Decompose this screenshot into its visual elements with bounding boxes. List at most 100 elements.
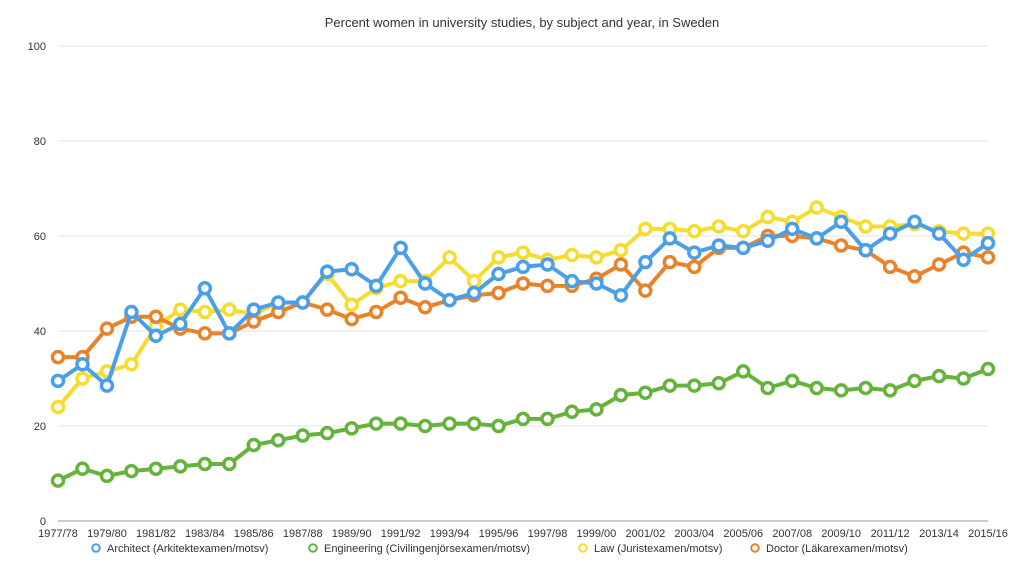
data-point	[442, 250, 457, 265]
data-point	[75, 371, 90, 386]
data-point	[589, 402, 604, 417]
data-point	[809, 231, 824, 246]
data-point	[393, 416, 408, 431]
legend-item: Architect (Arkitektexamen/motsv)	[91, 543, 268, 555]
x-tick-label: 1991/92	[381, 528, 421, 540]
data-point	[613, 257, 629, 272]
x-tick-label: 2013/14	[919, 528, 959, 540]
legend-item: Law (Juristexamen/motsv)	[578, 543, 722, 555]
data-point	[638, 254, 653, 270]
data-point	[833, 238, 849, 253]
data-point	[344, 421, 359, 436]
data-point	[858, 219, 873, 234]
data-point	[466, 285, 482, 301]
data-point	[540, 257, 555, 272]
data-point	[809, 380, 824, 396]
data-point	[319, 302, 335, 317]
data-point	[980, 361, 996, 377]
data-point	[956, 252, 971, 267]
data-point	[662, 254, 678, 270]
data-point	[197, 456, 213, 472]
series-line	[56, 205, 990, 409]
data-point	[882, 383, 898, 398]
x-tick-label: 2009/10	[821, 528, 861, 540]
data-point	[736, 364, 751, 379]
data-point	[980, 235, 996, 251]
legend: Architect (Arkitektexamen/motsv) Engineer…	[91, 543, 908, 555]
data-point	[271, 295, 286, 310]
data-point	[638, 385, 653, 400]
data-point	[148, 328, 164, 343]
data-point	[197, 304, 213, 320]
data-point	[515, 245, 531, 260]
data-point	[833, 383, 849, 398]
data-point	[540, 278, 555, 294]
data-point	[246, 437, 262, 453]
data-point	[515, 411, 531, 427]
data-point	[222, 302, 237, 317]
data-point	[319, 425, 335, 441]
x-tick-label: 1999/00	[577, 528, 617, 540]
data-point	[760, 209, 775, 225]
axes: 0 20 40 60 80 100 1977/78 1979/80 1981/82 1983/84…	[28, 41, 1008, 540]
data-point	[956, 226, 971, 241]
x-tick-label: 1983/84	[185, 528, 225, 540]
data-point	[295, 428, 310, 443]
x-tick-label: 1977/78	[38, 528, 78, 540]
data-point	[980, 250, 996, 265]
data-point	[907, 214, 922, 229]
data-point	[124, 463, 139, 479]
data-point	[417, 276, 433, 291]
data-point	[50, 399, 66, 415]
data-point	[858, 243, 873, 258]
data-point	[515, 276, 531, 291]
x-tick-label: 1985/86	[234, 528, 274, 540]
data-point	[589, 250, 604, 265]
legend-label: Architect (Arkitektexamen/motsv)	[107, 543, 268, 555]
data-point	[515, 259, 531, 275]
y-tick-label: 40	[34, 326, 46, 338]
data-point	[491, 285, 506, 301]
data-point	[760, 380, 775, 396]
data-point	[687, 245, 702, 260]
x-tick-label: 2015/16	[968, 528, 1008, 540]
data-point	[319, 264, 335, 279]
x-tick-label: 2007/08	[772, 528, 812, 540]
data-point	[246, 314, 262, 329]
data-point	[124, 357, 139, 372]
data-point	[687, 378, 702, 393]
series-3	[50, 361, 996, 488]
data-point	[442, 416, 457, 431]
x-tick-label: 1989/90	[332, 528, 372, 540]
x-tick-label: 2011/12	[871, 528, 910, 540]
data-point	[540, 411, 555, 427]
data-point	[589, 276, 604, 291]
data-point	[613, 387, 629, 403]
series-2	[50, 214, 996, 393]
data-point	[393, 273, 408, 289]
data-point	[50, 349, 66, 365]
x-tick-label: 2005/06	[723, 528, 763, 540]
x-tick-label: 2001/02	[625, 528, 665, 540]
data-point	[99, 468, 115, 484]
legend-marker	[578, 543, 588, 553]
data-point	[99, 378, 115, 393]
data-point	[564, 404, 580, 419]
legend-label: Engineering (Civilingenjörsexamen/motsv)	[324, 543, 530, 555]
gridlines	[58, 45, 988, 427]
data-point	[931, 257, 947, 272]
data-point	[564, 247, 580, 263]
data-point	[564, 273, 580, 289]
legend-marker	[91, 543, 101, 553]
data-point	[197, 281, 213, 296]
data-point	[173, 316, 188, 332]
data-point	[442, 292, 457, 308]
data-point	[75, 461, 90, 476]
y-tick-label: 60	[34, 231, 46, 243]
data-point	[907, 373, 922, 389]
data-point	[148, 309, 164, 324]
x-tick-label: 1997/98	[528, 528, 568, 540]
x-tick-label: 1993/94	[430, 528, 470, 540]
